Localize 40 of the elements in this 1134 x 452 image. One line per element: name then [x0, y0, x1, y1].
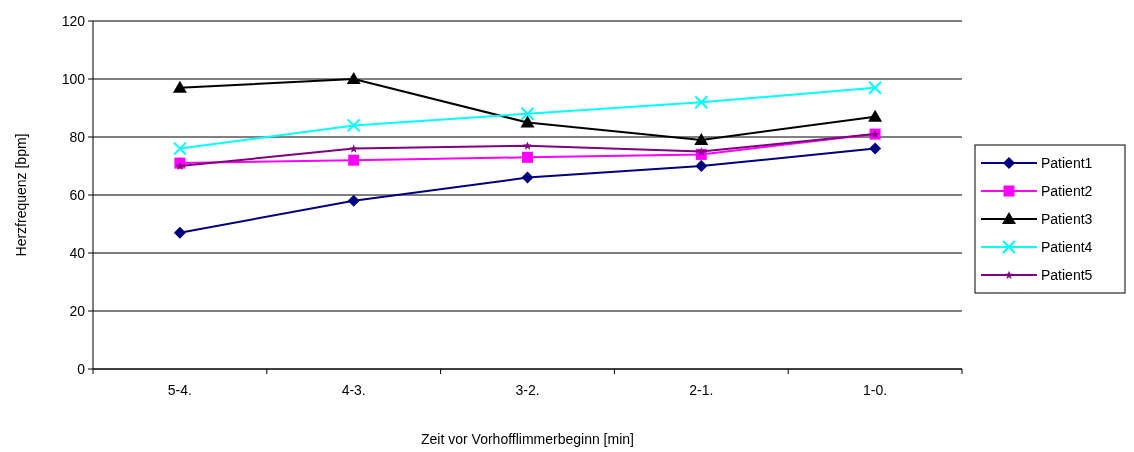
y-tick-label: 60: [69, 186, 86, 203]
y-axis-title: Herzfrequenz [bpm]: [13, 133, 29, 257]
point: [522, 151, 533, 163]
x-tick-label: 1-0.: [863, 382, 888, 398]
y-tick-label: 40: [69, 244, 86, 261]
point: [523, 141, 532, 150]
point: [346, 72, 361, 84]
y-tick-label: 100: [61, 70, 86, 87]
point: [347, 194, 360, 207]
point: [520, 115, 535, 128]
point: [172, 80, 187, 93]
point: [694, 132, 709, 145]
x-tick-label: 4-3.: [341, 382, 366, 398]
point: [349, 144, 358, 153]
legend-label: Patient2: [1041, 182, 1093, 199]
point: [172, 141, 187, 156]
x-tick-label: 5-4.: [167, 382, 192, 398]
point: [695, 160, 708, 172]
x-tick-label: 2-1.: [689, 382, 714, 398]
point: [868, 80, 883, 95]
x-axis-title: Zeit vor Vorhofflimmerbeginn [min]: [421, 431, 634, 447]
legend-label: Patient4: [1041, 238, 1093, 255]
point: [694, 95, 709, 110]
y-tick-label: 0: [77, 360, 86, 377]
point: [520, 106, 535, 121]
x-tick-label: 3-2.: [515, 382, 540, 398]
point: [346, 118, 361, 133]
y-tick-label: 120: [61, 12, 86, 29]
point: [868, 109, 883, 122]
point: [348, 154, 360, 166]
point: [175, 161, 185, 171]
point: [869, 142, 882, 155]
y-tick-label: 80: [69, 128, 86, 145]
legend-label: Patient1: [1041, 154, 1093, 171]
point: [521, 171, 534, 184]
point: [173, 226, 186, 239]
y-tick-label: 20: [69, 302, 86, 319]
legend-label: Patient3: [1041, 210, 1093, 227]
legend-label: Patient5: [1041, 266, 1093, 283]
point: [697, 147, 706, 156]
